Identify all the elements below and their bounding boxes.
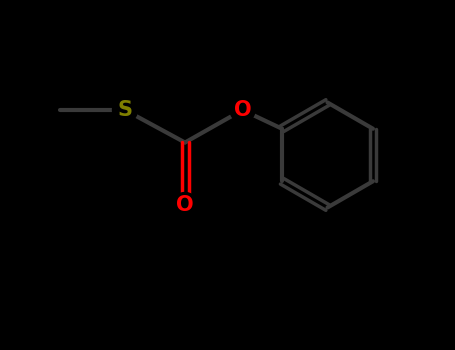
Circle shape: [230, 98, 255, 122]
Text: O: O: [234, 100, 251, 120]
Text: S: S: [117, 100, 132, 120]
Text: O: O: [176, 195, 194, 215]
Circle shape: [112, 98, 137, 122]
Circle shape: [172, 193, 197, 217]
